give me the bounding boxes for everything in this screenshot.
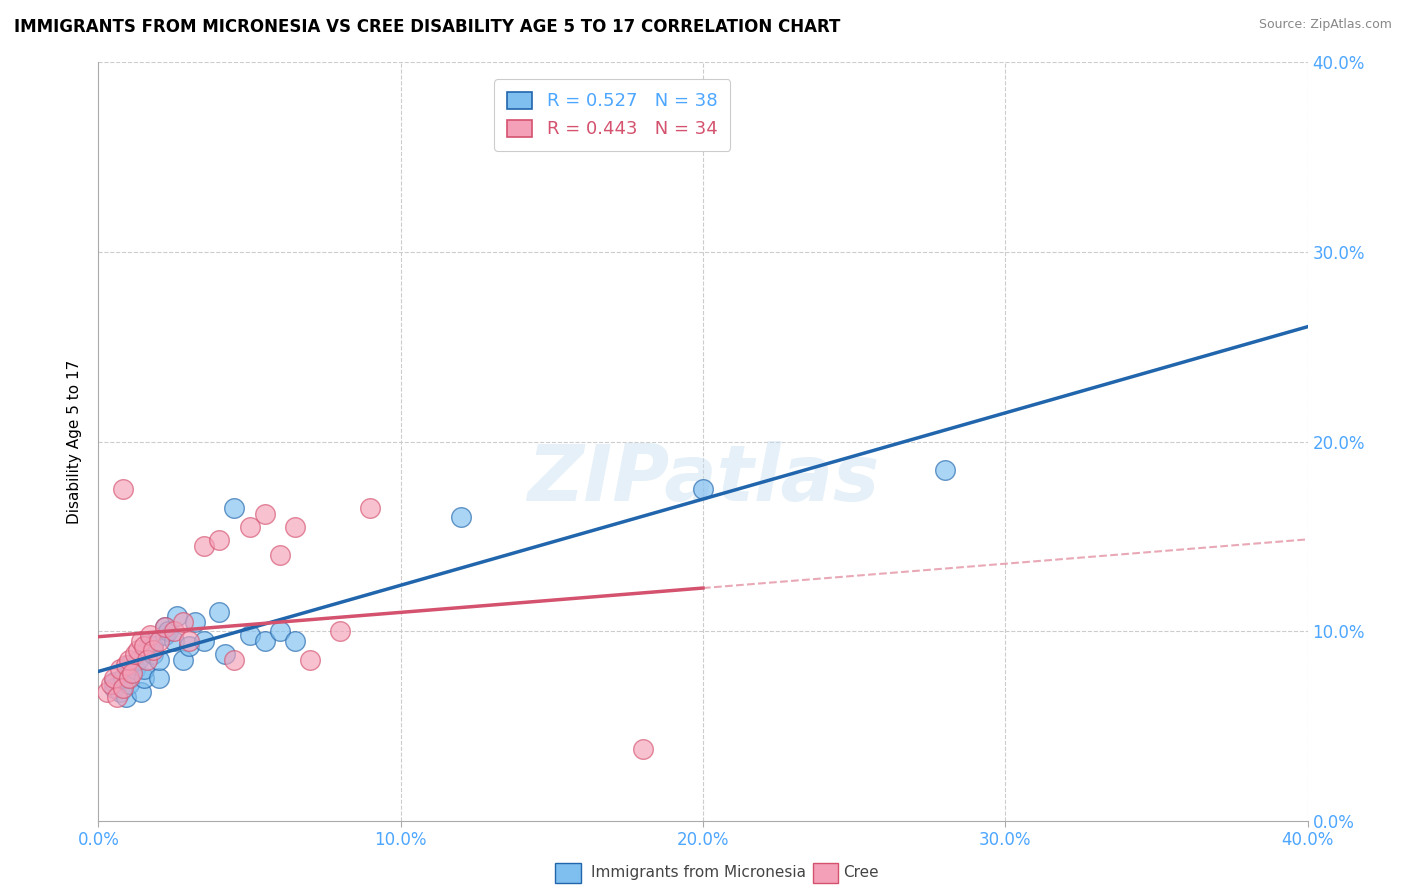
Point	[96, 685, 118, 699]
Point	[166, 609, 188, 624]
Point	[163, 624, 186, 639]
Point	[214, 647, 236, 661]
Point	[124, 647, 146, 661]
Point	[118, 658, 141, 673]
Point	[208, 533, 231, 548]
Point	[153, 620, 176, 634]
Point	[114, 690, 136, 705]
Point	[360, 500, 382, 515]
Point	[118, 665, 141, 680]
Text: Source: ZipAtlas.com: Source: ZipAtlas.com	[1258, 18, 1392, 31]
Point	[124, 662, 146, 676]
Point	[193, 539, 215, 553]
Point	[148, 633, 170, 648]
Point	[135, 643, 157, 657]
Point	[148, 672, 170, 686]
Point	[153, 628, 176, 642]
Point	[111, 482, 134, 496]
Point	[179, 633, 201, 648]
Point	[108, 662, 131, 676]
Point	[142, 643, 165, 657]
Point	[127, 643, 149, 657]
Legend: R = 0.527   N = 38, R = 0.443   N = 34: R = 0.527 N = 38, R = 0.443 N = 34	[495, 79, 730, 151]
Text: IMMIGRANTS FROM MICRONESIA VS CREE DISABILITY AGE 5 TO 17 CORRELATION CHART: IMMIGRANTS FROM MICRONESIA VS CREE DISAB…	[14, 18, 841, 36]
Point	[100, 677, 122, 691]
Point	[105, 690, 128, 705]
Point	[129, 685, 152, 699]
Point	[118, 672, 141, 686]
Point	[934, 463, 956, 477]
Point	[208, 605, 231, 619]
Point	[114, 658, 136, 673]
Point	[118, 652, 141, 666]
Point	[284, 633, 307, 648]
Point	[121, 665, 143, 680]
Point	[269, 624, 291, 639]
Point	[172, 615, 194, 629]
Point	[193, 633, 215, 648]
Point	[224, 500, 246, 515]
Point	[127, 652, 149, 666]
Point	[179, 639, 201, 653]
Point	[450, 510, 472, 524]
Point	[103, 672, 125, 686]
Point	[329, 624, 352, 639]
Point	[111, 672, 134, 686]
Point	[184, 615, 207, 629]
Point	[142, 647, 165, 661]
Point	[135, 652, 157, 666]
Point	[253, 507, 276, 521]
Point	[692, 482, 714, 496]
Point	[253, 633, 276, 648]
Point	[299, 652, 322, 666]
Point	[118, 677, 141, 691]
Point	[172, 652, 194, 666]
Point	[284, 520, 307, 534]
Point	[269, 548, 291, 563]
Point	[132, 662, 155, 676]
Point	[142, 639, 165, 653]
Point	[156, 624, 179, 639]
Point	[108, 685, 131, 699]
Point	[224, 652, 246, 666]
Point	[139, 628, 162, 642]
Point	[631, 741, 654, 756]
Point	[111, 681, 134, 695]
Point	[163, 633, 186, 648]
Text: ZIPatlas: ZIPatlas	[527, 442, 879, 517]
Point	[129, 633, 152, 648]
Point	[148, 652, 170, 666]
Point	[139, 633, 162, 648]
Point	[153, 620, 176, 634]
Text: Immigrants from Micronesia: Immigrants from Micronesia	[591, 865, 806, 880]
Y-axis label: Disability Age 5 to 17: Disability Age 5 to 17	[67, 359, 83, 524]
Point	[239, 520, 262, 534]
Text: Cree: Cree	[844, 865, 879, 880]
Point	[239, 628, 262, 642]
Point	[103, 675, 125, 690]
Point	[132, 639, 155, 653]
Point	[132, 672, 155, 686]
Point	[103, 681, 125, 695]
